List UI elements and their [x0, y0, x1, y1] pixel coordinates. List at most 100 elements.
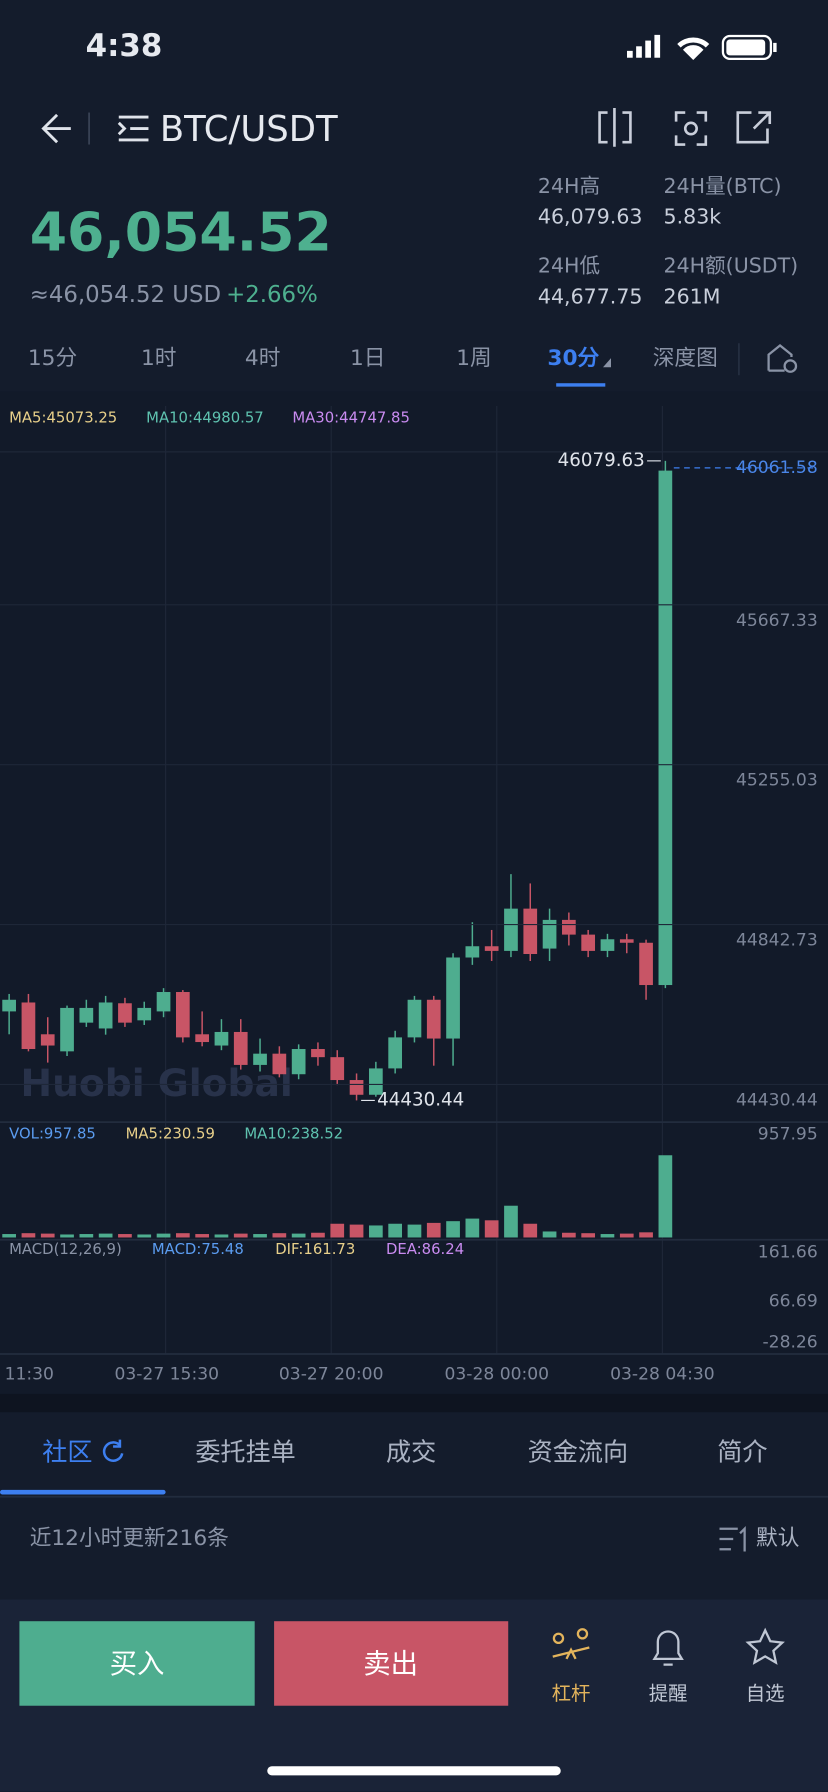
- favorite-icon[interactable]: [745, 1627, 785, 1665]
- candle-body: [272, 1053, 287, 1075]
- candle-body: [619, 939, 634, 943]
- macd-legend: DIF:161.73: [275, 1241, 355, 1258]
- volume-bar: [195, 1234, 209, 1238]
- time-label: 11:30: [5, 1365, 54, 1385]
- interval-tab[interactable]: 深度图: [653, 346, 718, 371]
- candle-body: [253, 1053, 267, 1065]
- volume-bar: [562, 1232, 576, 1238]
- menu-icon[interactable]: [117, 115, 149, 142]
- interval-tab[interactable]: 1日: [350, 346, 385, 371]
- settings-icon[interactable]: [767, 344, 793, 372]
- candle-body: [388, 1037, 403, 1069]
- volume-bar: [214, 1234, 229, 1238]
- candle-body: [60, 1007, 74, 1052]
- time-label: 03-28 00:00: [445, 1365, 550, 1385]
- stat-label: 24H量(BTC): [664, 174, 782, 198]
- volume-bar: [619, 1233, 634, 1238]
- alert-icon[interactable]: [652, 1630, 684, 1666]
- refresh-icon[interactable]: [102, 1439, 124, 1462]
- volume-bar: [175, 1233, 190, 1238]
- macd-tick: -28.26: [763, 1333, 818, 1353]
- time-label: 03-27 15:30: [114, 1365, 219, 1385]
- macd-legend: MACD(12,26,9): [9, 1241, 122, 1258]
- price-tick-label: 45255.03: [736, 771, 818, 791]
- stat-value: 46,079.63: [538, 205, 643, 229]
- volume-bar: [600, 1234, 615, 1238]
- candle-body: [21, 1002, 36, 1050]
- volume-bar: [369, 1225, 383, 1238]
- interval-tab[interactable]: 1周: [456, 346, 492, 371]
- candle-body: [156, 992, 171, 1012]
- interval-tab-active[interactable]: 30分: [547, 346, 599, 371]
- vol-max-label: 957.95: [758, 1125, 818, 1145]
- nav-label[interactable]: 自选: [746, 1682, 785, 1705]
- candle-body: [523, 908, 538, 955]
- volume-bar: [639, 1232, 653, 1238]
- price-tick-label: 44430.44: [736, 1090, 818, 1110]
- watermark: Huobi Global: [21, 1061, 293, 1105]
- low-label: 44430.44: [377, 1089, 464, 1110]
- volume-bar: [156, 1233, 171, 1238]
- section-tab[interactable]: 资金流向: [528, 1437, 628, 1466]
- volume-bar: [98, 1233, 113, 1238]
- candle-body: [79, 1007, 94, 1023]
- home-indicator: [267, 1766, 561, 1776]
- buy-button[interactable]: [19, 1621, 255, 1706]
- status-icons: [626, 34, 777, 61]
- volume-bar: [311, 1232, 325, 1238]
- nav-label[interactable]: 提醒: [649, 1682, 688, 1705]
- sort-icon[interactable]: [719, 1525, 746, 1552]
- volume-bar: [40, 1233, 55, 1238]
- band: [0, 1393, 828, 1413]
- ma-legend: MA30:44747.85: [292, 410, 410, 427]
- candle-body: [233, 1031, 248, 1065]
- tab-underline: [556, 383, 606, 387]
- candle-body: [330, 1057, 345, 1081]
- tab-underline: [0, 1489, 166, 1495]
- candle-body: [291, 1049, 306, 1075]
- leverage-icon[interactable]: [552, 1628, 590, 1660]
- macd-legend: MACD:75.48: [152, 1241, 244, 1258]
- header-icons[interactable]: [598, 107, 772, 147]
- stat-value: 44,677.75: [538, 285, 643, 309]
- candle-body: [658, 470, 673, 986]
- volume-bar: [330, 1223, 345, 1238]
- pair-title[interactable]: BTC/USDT: [160, 109, 338, 150]
- interval-tab[interactable]: 15分: [28, 346, 77, 371]
- section-tab[interactable]: 成交: [386, 1437, 436, 1466]
- status-time: 4:38: [86, 28, 163, 64]
- volume-bar: [118, 1234, 132, 1238]
- candle-body: [407, 999, 422, 1038]
- volume-bar: [426, 1222, 441, 1238]
- nav-label[interactable]: 杠杆: [552, 1682, 591, 1705]
- volume-bar: [388, 1223, 403, 1238]
- interval-tab[interactable]: 1时: [141, 346, 176, 371]
- candle-body: [504, 908, 518, 951]
- candle-body: [349, 1080, 364, 1095]
- candle-body: [426, 999, 441, 1039]
- candle-body: [175, 992, 190, 1038]
- candle-body: [118, 1003, 132, 1023]
- candle-body: [195, 1034, 209, 1043]
- volume-bar: [465, 1218, 480, 1238]
- candle-body: [542, 919, 557, 949]
- high-label: 46079.63: [558, 450, 645, 471]
- macd-tick: 66.69: [769, 1291, 818, 1311]
- section-tab-active[interactable]: 社区: [42, 1437, 92, 1466]
- section-tab[interactable]: 简介: [717, 1437, 767, 1466]
- volume-bar: [60, 1234, 74, 1238]
- interval-tab[interactable]: 4时: [245, 346, 281, 371]
- sort-label[interactable]: 默认: [756, 1526, 799, 1551]
- sell-button[interactable]: [274, 1621, 509, 1706]
- back-button[interactable]: [41, 113, 71, 144]
- stat-value: 261M: [664, 285, 721, 309]
- section-tab[interactable]: 委托挂单: [195, 1437, 295, 1466]
- volume-bar: [658, 1155, 673, 1238]
- settings-icon-gear: [783, 359, 798, 373]
- volume-bar: [233, 1233, 248, 1238]
- usd-price: ≈46,054.52 USD: [30, 282, 221, 308]
- volume-bar: [272, 1233, 287, 1238]
- ma-legend: MA10:44980.57: [146, 410, 264, 427]
- time-label: 03-27 20:00: [279, 1365, 384, 1385]
- volume-bar: [21, 1233, 36, 1238]
